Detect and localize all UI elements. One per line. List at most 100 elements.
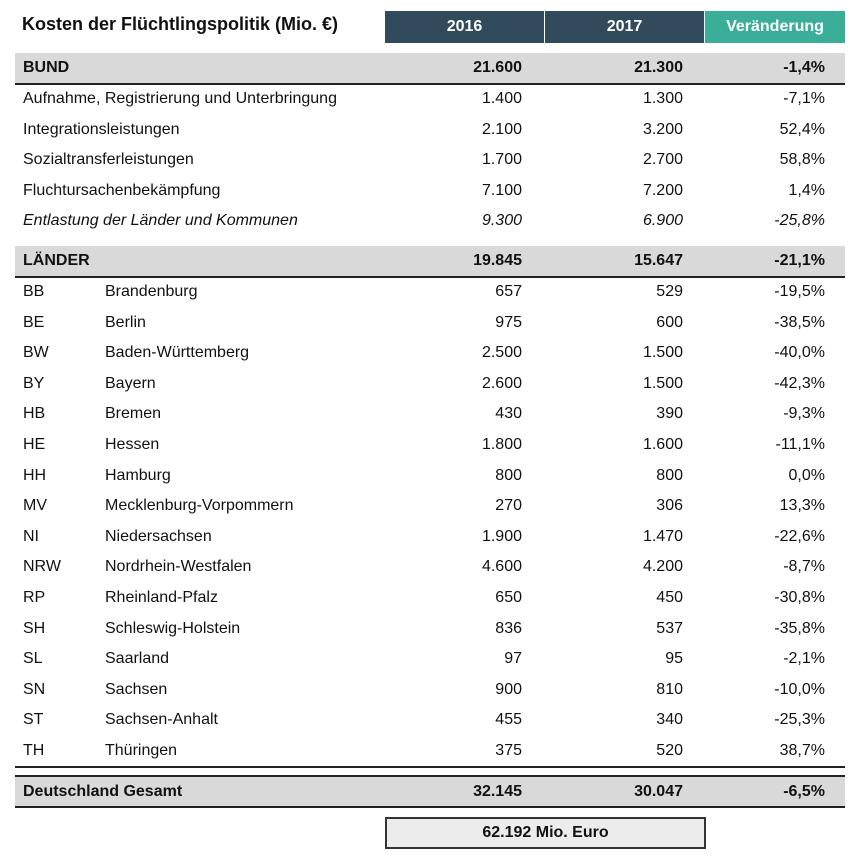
row-label: Nordrhein-Westfalen xyxy=(105,558,252,576)
table-row: Sozialtransferleistungen 1.700 2.700 58,8% xyxy=(15,145,845,175)
value-2017: 1.500 xyxy=(642,374,683,392)
value-2016: 800 xyxy=(495,466,522,484)
row-label: Bremen xyxy=(105,405,162,423)
value-2016: 19.845 xyxy=(473,252,522,269)
header-2017: 2017 xyxy=(545,11,704,43)
value-2016: 650 xyxy=(495,589,522,606)
state-code: BW xyxy=(23,344,49,362)
row-label: Schleswig-Holstein xyxy=(105,619,241,637)
value-2016: 1.900 xyxy=(481,527,522,545)
sum-box: 62.192 Mio. Euro xyxy=(385,817,706,849)
row-label: Bayern xyxy=(105,374,156,392)
state-code: SL xyxy=(23,650,43,668)
state-code: HB xyxy=(23,405,46,423)
value-2017: 800 xyxy=(656,466,683,484)
value-2017: 6.900 xyxy=(642,212,683,230)
row-label: Saarland xyxy=(105,650,170,668)
value-change: 38,7% xyxy=(779,742,825,759)
value-2016: 97 xyxy=(504,650,522,668)
value-change: -21,1% xyxy=(774,252,825,269)
value-change: -2,1% xyxy=(783,650,825,668)
value-2016: 430 xyxy=(495,405,522,423)
value-2017: 810 xyxy=(656,680,683,698)
value-change: 0,0% xyxy=(788,466,825,484)
value-change: -25,8% xyxy=(774,212,825,230)
value-2016: 4.600 xyxy=(481,558,522,576)
value-change: 52,4% xyxy=(779,120,825,138)
value-2017: 520 xyxy=(656,742,683,759)
value-2017: 340 xyxy=(656,711,683,729)
value-2016: 455 xyxy=(495,711,522,729)
value-2016: 975 xyxy=(495,313,522,331)
value-change: -8,7% xyxy=(783,558,825,576)
value-change: -42,3% xyxy=(774,374,825,392)
value-change: -7,1% xyxy=(783,90,825,107)
bund-total-row: BUND 21.600 21.300 -1,4% xyxy=(15,53,845,85)
header-2016: 2016 xyxy=(385,11,544,43)
value-2017: 390 xyxy=(656,405,683,423)
row-label: Baden-Württemberg xyxy=(105,344,250,362)
value-2017: 7.200 xyxy=(642,181,683,199)
state-code: SH xyxy=(23,619,46,637)
table-row: RP Rheinland-Pfalz 650 450 -30,8% xyxy=(15,583,845,613)
state-code: RP xyxy=(23,589,46,606)
row-label: Integrationsleistungen xyxy=(23,120,180,138)
state-code: BB xyxy=(23,283,45,300)
state-code: HH xyxy=(23,466,47,484)
value-2017: 1.300 xyxy=(642,90,683,107)
table-row: BB Brandenburg 657 529 -19,5% xyxy=(15,277,845,307)
value-2017: 15.647 xyxy=(634,252,683,269)
value-2017: 450 xyxy=(656,589,683,606)
value-2017: 1.470 xyxy=(642,527,683,545)
value-2017: 2.700 xyxy=(642,151,683,169)
value-2017: 95 xyxy=(665,650,683,668)
value-2017: 30.047 xyxy=(634,783,683,800)
row-label: Sachsen-Anhalt xyxy=(105,711,218,729)
value-2016: 2.600 xyxy=(481,374,522,392)
value-2016: 1.800 xyxy=(481,436,522,453)
value-change: -9,3% xyxy=(783,405,825,423)
table-row: SN Sachsen 900 810 -10,0% xyxy=(15,675,845,705)
table-row: HB Bremen 430 390 -9,3% xyxy=(15,399,845,429)
value-change: -22,6% xyxy=(774,527,825,545)
table-row: SH Schleswig-Holstein 836 537 -35,8% xyxy=(15,614,845,644)
value-2016: 657 xyxy=(495,283,522,300)
value-2016: 32.145 xyxy=(473,783,522,800)
row-label: Brandenburg xyxy=(105,283,198,300)
value-2016: 2.500 xyxy=(481,344,522,362)
state-code: NRW xyxy=(23,558,61,576)
table-row: Aufnahme, Registrierung und Unterbringun… xyxy=(15,84,845,114)
row-label: Sozialtransferleistungen xyxy=(23,151,194,169)
value-2016: 2.100 xyxy=(481,120,522,138)
value-change: 58,8% xyxy=(779,151,825,169)
row-label: Niedersachsen xyxy=(105,527,212,545)
header-change: Veränderung xyxy=(705,11,845,43)
value-2017: 1.600 xyxy=(642,436,683,453)
state-code: BE xyxy=(23,313,45,331)
state-code: HE xyxy=(23,436,46,453)
row-label: Entlastung der Länder und Kommunen xyxy=(23,212,298,230)
value-2016: 21.600 xyxy=(473,59,522,76)
row-label: Sachsen xyxy=(105,680,168,698)
row-label: Hessen xyxy=(105,436,160,453)
table-row: BY Bayern 2.600 1.500 -42,3% xyxy=(15,369,845,399)
row-label: Rheinland-Pfalz xyxy=(105,589,218,606)
row-label: Aufnahme, Registrierung und Unterbringun… xyxy=(23,90,337,107)
value-2016: 900 xyxy=(495,680,522,698)
value-change: 13,3% xyxy=(779,497,825,515)
value-change: -25,3% xyxy=(774,711,825,729)
value-2017: 1.500 xyxy=(642,344,683,362)
table-row: BW Baden-Württemberg 2.500 1.500 -40,0% xyxy=(15,338,845,368)
value-change: -30,8% xyxy=(774,589,825,606)
table-title: Kosten der Flüchtlingspolitik (Mio. €) xyxy=(22,14,339,34)
table-row: Integrationsleistungen 2.100 3.200 52,4% xyxy=(15,115,845,145)
table-row: Fluchtursachenbekämpfung 7.100 7.200 1,4% xyxy=(15,176,845,206)
row-label: Thüringen xyxy=(105,742,178,759)
state-code: NI xyxy=(23,527,39,545)
table-row: Entlastung der Länder und Kommunen 9.300 6… xyxy=(15,206,845,236)
value-2017: 4.200 xyxy=(642,558,683,576)
gesamt-row: Deutschland Gesamt 32.145 30.047 -6,5% xyxy=(15,775,845,808)
row-label: BUND xyxy=(23,59,70,76)
value-2016: 9.300 xyxy=(481,212,522,230)
row-label: Deutschland Gesamt xyxy=(23,783,183,800)
